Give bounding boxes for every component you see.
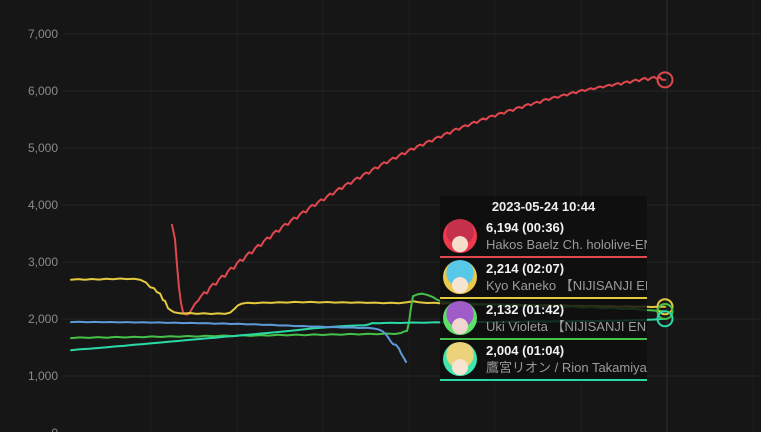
live-point-marker-yellow [656,298,674,316]
y-axis-label: 2,000 [28,312,58,326]
channel-avatar [443,301,477,335]
channel-name: Kyo Kaneko 【NIJISANJI EN】 [486,278,647,293]
tooltip-entry: 2,214 (02:07) Kyo Kaneko 【NIJISANJI EN】 [440,258,647,299]
tooltip-entry: 6,194 (00:36) Hakos Baelz Ch. hololive-EN [440,217,647,258]
channel-avatar [443,260,477,294]
channel-name: Hakos Baelz Ch. hololive-EN [486,237,647,252]
viewer-count: 2,214 [486,261,519,276]
tooltip-entry: 2,004 (01:04) 鷹宮リオン / Rion Takamiya [440,340,647,381]
channel-name: 鷹宮リオン / Rion Takamiya [486,360,647,375]
elapsed-time: (01:42) [522,302,565,317]
y-axis-label: 6,000 [28,84,58,98]
live-point-marker-green [656,303,674,320]
series-line-red [171,75,666,316]
channel-avatar [443,219,477,253]
y-axis-label: 3,000 [28,255,58,269]
y-axis-label: 5,000 [28,141,58,155]
viewer-count: 2,132 [486,302,519,317]
channel-name: Uki Violeta 【NIJISANJI EN】 [486,319,647,334]
live-point-marker-teal [656,310,674,328]
y-axis-label: 1,000 [28,369,58,383]
tooltip-entry: 2,132 (01:42) Uki Violeta 【NIJISANJI EN】 [440,299,647,340]
y-axis-label: 7,000 [28,27,58,41]
viewer-count: 6,194 [486,220,519,235]
y-axis-label: 0 [51,426,58,432]
series-line-blue [70,320,407,363]
elapsed-time: (01:04) [522,343,565,358]
tooltip-timestamp: 2023-05-24 10:44 [491,199,596,214]
elapsed-time: (02:07) [522,261,565,276]
channel-avatar [443,342,477,376]
y-axis-label: 4,000 [28,198,58,212]
elapsed-time: (00:36) [522,220,565,235]
chart-tooltip: 2023-05-24 10:44 6,194 (00:36) Hakos Bael… [440,196,647,381]
live-point-marker-red [656,71,674,89]
viewer-count: 2,004 [486,343,519,358]
